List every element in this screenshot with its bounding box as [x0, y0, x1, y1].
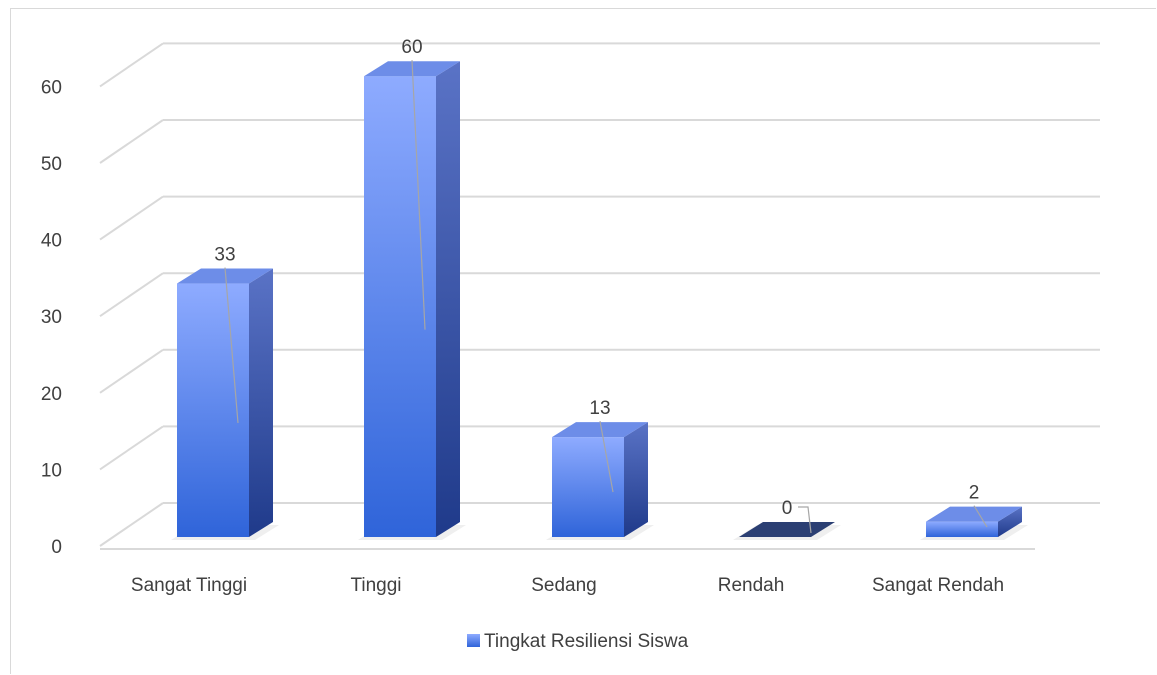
- data-label: 60: [401, 37, 422, 58]
- x-tick-label: Tinggi: [350, 575, 401, 596]
- bar-front: [926, 521, 998, 537]
- leader-line: [411, 60, 426, 330]
- bar: [171, 268, 279, 540]
- leader-line: [798, 506, 812, 534]
- gridline-side: [99, 119, 164, 164]
- y-axis: 0 10 20 30 40 50 60: [41, 77, 62, 558]
- leader-line: [599, 421, 614, 493]
- bar-top: [177, 268, 273, 284]
- bar-top: [739, 522, 835, 537]
- y-tick-label: 50: [41, 154, 62, 175]
- data-label: 0: [782, 498, 793, 519]
- gridline-side: [99, 502, 164, 547]
- chart-frame: [10, 8, 1156, 674]
- bar-side: [436, 61, 460, 537]
- data-label: 2: [969, 483, 980, 504]
- y-tick-label: 30: [41, 307, 62, 328]
- legend-label: Tingkat Resiliensi Siswa: [484, 631, 689, 652]
- bar-front: [177, 283, 249, 537]
- x-axis: Sangat Tinggi Tinggi Sedang Rendah Sangat Re…: [131, 575, 1004, 596]
- bar-side: [624, 422, 648, 537]
- y-tick-label: 10: [41, 460, 62, 481]
- bar: [733, 522, 841, 540]
- x-tick-label: Sangat Rendah: [872, 575, 1004, 596]
- gridline-side: [99, 272, 164, 318]
- gridline-side: [99, 195, 164, 241]
- y-tick-label: 40: [41, 231, 62, 252]
- y-tick-label: 0: [51, 537, 62, 558]
- leader-line: [973, 505, 988, 528]
- data-label: 13: [589, 398, 610, 419]
- gridline-side: [99, 348, 164, 394]
- x-tick-label: Sangat Tinggi: [131, 575, 247, 596]
- bar-front: [364, 76, 436, 537]
- bar-side: [998, 506, 1022, 537]
- bar-front: [552, 437, 624, 537]
- y-tick-label: 20: [41, 384, 62, 405]
- bar: [920, 506, 1028, 540]
- x-tick-label: Rendah: [718, 575, 785, 596]
- x-tick-label: Sedang: [531, 575, 597, 596]
- legend-swatch: [467, 634, 480, 647]
- bar-top: [926, 506, 1022, 522]
- bars: 33 60 13 0 2: [171, 37, 1028, 540]
- legend: Tingkat Resiliensi Siswa: [467, 631, 689, 652]
- leader-line: [224, 267, 239, 424]
- bar: [358, 61, 466, 540]
- gridline-side: [99, 42, 164, 88]
- bar-top: [552, 422, 648, 438]
- bar-side: [249, 268, 273, 537]
- data-label: 33: [214, 245, 235, 266]
- gridline-side: [99, 425, 164, 471]
- y-tick-label: 60: [41, 77, 62, 98]
- bar: [546, 422, 654, 540]
